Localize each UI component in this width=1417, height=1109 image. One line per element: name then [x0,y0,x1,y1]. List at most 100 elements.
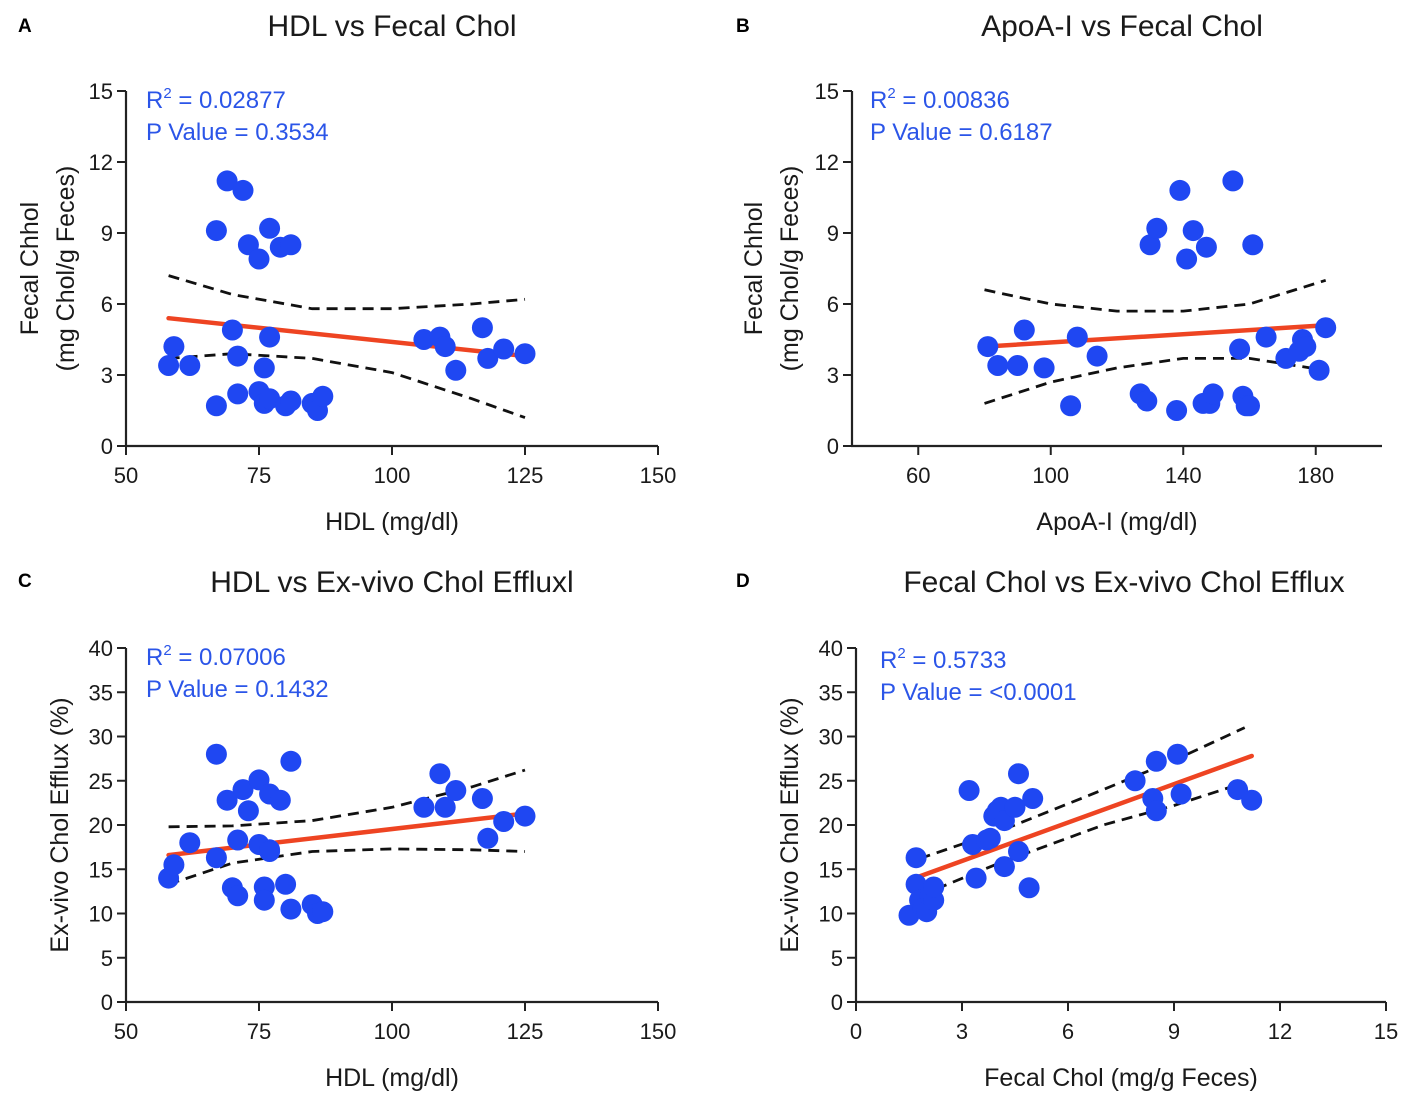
r-squared-symbol: R [146,644,163,671]
data-point [1195,236,1217,258]
data-point [923,876,945,898]
x-axis-label: ApoA-I (mg/dl) [1036,508,1197,536]
data-point [445,359,467,381]
y-tick-label: 5 [101,946,113,971]
x-tick-label: 15 [1374,1019,1398,1044]
data-point [979,827,1001,849]
data-point [958,780,980,801]
chart-title-text: Fecal Chol vs Ex-vivo Chol Efflux [903,566,1344,599]
ci-upper-band [984,278,1327,313]
data-point [253,889,275,911]
r-squared-sup: 2 [163,642,171,659]
data-point [1008,763,1029,785]
r-squared-label: R2 = 0.00836 [870,85,1010,114]
data-point [205,395,227,417]
y-tick-label: 3 [827,363,839,388]
y-tick-label: 15 [89,857,113,882]
data-point [259,326,281,348]
data-point [493,338,515,360]
data-point [1139,234,1161,256]
data-point [205,743,227,765]
ci-lower-band [984,356,1326,405]
data-point [248,248,270,270]
data-point [1167,743,1188,765]
data-point [280,390,302,412]
data-point [232,179,254,201]
x-axis-label: HDL (mg/dl) [325,508,459,536]
y-tick-label: 0 [101,434,113,459]
data-point [1018,877,1040,899]
data-point [1004,796,1026,818]
data-point [993,856,1015,878]
y-tick-label: 30 [89,725,113,750]
r-squared-sup: 2 [887,85,895,102]
chart-title: HDL vs Fecal Chol [268,10,517,43]
data-point [269,789,291,811]
y-axis-label: Fecal Chhol [16,202,44,335]
data-point [905,847,927,869]
data-point [1295,336,1317,358]
y-axis-label-line2: (mg Chol/g Feces) [52,166,80,372]
data-point [179,832,201,854]
data-point [445,780,467,801]
y-tick-label: 40 [819,636,843,661]
data-point [1239,395,1260,417]
x-tick-label: 140 [1165,463,1202,488]
ci-upper-band [168,768,526,829]
y-tick-label: 40 [89,636,113,661]
ci-lower-band [168,352,526,419]
data-point [905,873,927,895]
y-tick-label: 9 [827,221,839,246]
data-point [1145,800,1167,822]
r-squared-label: R2 = 0.07006 [146,642,286,671]
y-axis-label: Ex-vivo Chol Efflux (%) [46,697,74,952]
data-point [232,779,254,801]
chart-title-text: ApoA-I vs Fecal Chol [981,10,1263,43]
y-axis-label-line2: (mg Chol/g Feces) [776,166,804,372]
r-squared-symbol: R [146,87,163,114]
x-tick-label: 180 [1297,463,1334,488]
panel-b: B ApoA-I vs Fecal Chol 0 3 6 9 12 15 60 100 140 180… [736,10,1382,536]
x-tick-label: 6 [1062,1019,1074,1044]
r-squared-value: = 0.5733 [906,647,1007,674]
data-point [312,901,334,923]
y-axis-label: Fecal Chhol [740,202,768,335]
data-point [163,854,185,876]
y-tick-label: 20 [89,813,113,838]
x-tick-label: 0 [850,1019,862,1044]
ci-upper-band [168,274,526,311]
regression-line [166,315,528,359]
chart-title: HDL vs Ex-vivo Chol Effluxl [210,566,573,599]
x-tick-label: 150 [640,1019,677,1044]
y-tick-label: 0 [827,434,839,459]
x-tick-label: 9 [1168,1019,1180,1044]
data-point [965,867,987,889]
panel-letter: D [736,571,750,592]
chart-title: Fecal Chol vs Ex-vivo Chol Efflux [903,566,1344,599]
data-point [280,898,302,920]
data-point [179,355,201,376]
data-point [413,796,435,818]
panel-d: D Fecal Chol vs Ex-vivo Chol Efflux 0 5 10 15… [736,566,1398,1092]
x-tick-label: 50 [114,1019,138,1044]
data-point [987,355,1009,376]
data-point [1086,345,1108,367]
data-point [221,319,243,341]
data-point [1013,319,1035,341]
data-point [163,336,185,358]
data-point [1060,395,1082,417]
data-point [237,800,259,822]
data-point [434,336,456,358]
p-value-label: P Value = 0.6187 [870,119,1053,146]
p-value-label: P Value = 0.3534 [146,119,329,146]
data-point [227,345,249,367]
data-point [1176,248,1198,270]
x-axis-label: HDL (mg/dl) [325,1064,459,1092]
y-tick-label: 0 [831,990,843,1015]
r-squared-symbol: R [880,647,897,674]
data-point [477,827,499,849]
data-point [514,343,536,365]
r-squared-sup: 2 [163,85,171,102]
y-tick-label: 20 [819,813,843,838]
